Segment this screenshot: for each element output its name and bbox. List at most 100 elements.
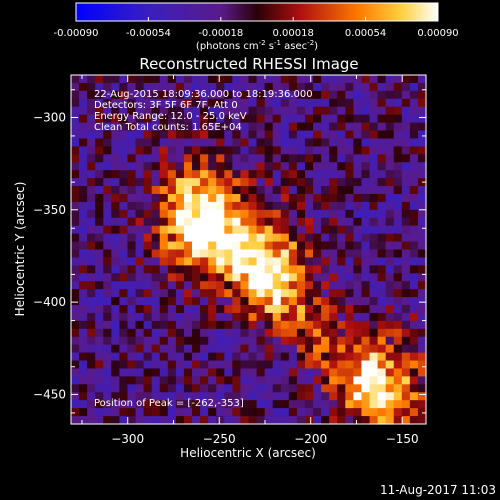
heatmap-cell [256, 138, 266, 147]
heatmap-cell [329, 82, 338, 92]
heatmap-cell [240, 257, 250, 266]
heatmap-cell [208, 408, 217, 417]
heatmap-cell [167, 225, 177, 235]
heatmap-cell [232, 217, 242, 227]
heatmap-cell [135, 90, 145, 100]
heatmap-cell [103, 384, 112, 393]
heatmap-cell [401, 90, 411, 100]
heatmap-cell [280, 408, 290, 417]
heatmap-cell [111, 257, 121, 266]
heatmap-cell [272, 297, 282, 306]
heatmap-cell [256, 82, 266, 92]
heatmap-cell [192, 320, 201, 330]
heatmap-cell [119, 98, 129, 108]
heatmap-cell [175, 170, 185, 179]
heatmap-cell [417, 392, 427, 401]
heatmap-cell [369, 384, 379, 393]
heatmap-cell [240, 106, 250, 116]
heatmap-cell [159, 392, 169, 401]
heatmap-cell [248, 217, 258, 227]
heatmap-cell [393, 201, 403, 211]
heatmap-cell [200, 130, 209, 140]
heatmap-cell [159, 186, 169, 195]
heatmap-cell [353, 225, 363, 235]
heatmap-cell [183, 75, 193, 84]
heatmap-cell [329, 376, 338, 385]
heatmap-cell [288, 233, 298, 243]
heatmap-cell [103, 257, 112, 266]
heatmap-cell [159, 305, 169, 314]
heatmap-cell [385, 328, 395, 338]
heatmap-cell [103, 241, 112, 251]
heatmap-cell [353, 162, 363, 171]
heatmap-cell [103, 225, 112, 235]
heatmap-cell [111, 360, 121, 370]
heatmap-cell [296, 233, 306, 243]
heatmap-cell [135, 368, 145, 378]
heatmap-cell [119, 297, 129, 306]
heatmap-cell [401, 392, 411, 401]
heatmap-cell [393, 225, 403, 235]
colorbar [75, 2, 439, 22]
heatmap-cell [216, 225, 225, 235]
heatmap-cell [288, 400, 298, 409]
heatmap-cell [232, 360, 242, 370]
heatmap-cell [143, 162, 153, 171]
heatmap-cell [248, 170, 258, 179]
heatmap-cell [127, 257, 137, 266]
heatmap-cell [401, 130, 411, 140]
heatmap-cell [272, 281, 282, 290]
heatmap-cell [369, 289, 379, 298]
heatmap-cell [248, 320, 258, 330]
heatmap-cell [369, 209, 379, 219]
heatmap-cell [232, 178, 242, 187]
heatmap-cell [208, 225, 217, 235]
heatmap-cell [127, 305, 137, 314]
heatmap-cell [353, 75, 363, 84]
heatmap-cell [329, 209, 338, 219]
heatmap-cell [369, 178, 379, 187]
heatmap-cell [216, 289, 225, 298]
heatmap-cell [256, 257, 266, 266]
heatmap-cell [135, 170, 145, 179]
heatmap-cell [119, 305, 129, 314]
heatmap-cell [79, 416, 88, 425]
heatmap-cell [393, 305, 403, 314]
heatmap-cell [385, 265, 395, 274]
heatmap-cell [143, 297, 153, 306]
heatmap-cell [127, 233, 137, 243]
x-tick-label: −200 [294, 432, 327, 446]
heatmap-cell [321, 257, 330, 266]
heatmap-cell [143, 320, 153, 330]
heatmap-cell [167, 328, 177, 338]
heatmap-cell [119, 217, 129, 227]
heatmap-cell [353, 241, 363, 251]
heatmap-cell [264, 241, 274, 251]
heatmap-cell [264, 281, 274, 290]
heatmap-cell [313, 82, 322, 92]
heatmap-cell [409, 392, 419, 401]
heatmap-cell [248, 265, 258, 274]
heatmap-cell [321, 75, 330, 84]
heatmap-cell [401, 154, 411, 163]
heatmap-cell [401, 305, 411, 314]
heatmap-cell [224, 400, 233, 409]
heatmap-cell [256, 352, 266, 362]
heatmap-cell [103, 154, 112, 163]
heatmap-cell [127, 154, 137, 163]
heatmap-cell [385, 193, 395, 203]
colorbar-tick-label: 0.00054 [345, 28, 386, 39]
heatmap-cell [143, 273, 153, 282]
heatmap-cell [224, 98, 233, 108]
heatmap-cell [361, 376, 371, 385]
heatmap-cell [409, 225, 419, 235]
heatmap-cell [183, 106, 193, 116]
heatmap-cell [353, 98, 363, 108]
heatmap-cell [143, 201, 153, 211]
heatmap-cell [87, 265, 96, 274]
heatmap-cell [159, 122, 169, 132]
heatmap-cell [272, 209, 282, 219]
heatmap-cell [272, 217, 282, 227]
heatmap-cell [183, 146, 193, 155]
colorbar-tick-label: 0.00090 [417, 28, 458, 39]
